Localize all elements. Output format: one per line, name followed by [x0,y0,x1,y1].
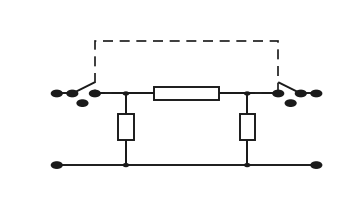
Bar [95,41,278,93]
Circle shape [52,90,62,96]
Circle shape [123,164,128,167]
Bar [126,93,247,165]
Circle shape [52,162,62,168]
Circle shape [286,100,296,106]
Circle shape [78,100,87,106]
Circle shape [273,90,283,96]
Circle shape [245,164,250,167]
Circle shape [311,90,321,96]
Circle shape [90,90,100,96]
Circle shape [67,90,78,96]
Bar [240,114,255,140]
Circle shape [245,92,250,95]
Circle shape [296,90,306,96]
Circle shape [123,92,128,95]
Bar [154,87,219,99]
Bar [118,114,134,140]
Circle shape [311,162,321,168]
